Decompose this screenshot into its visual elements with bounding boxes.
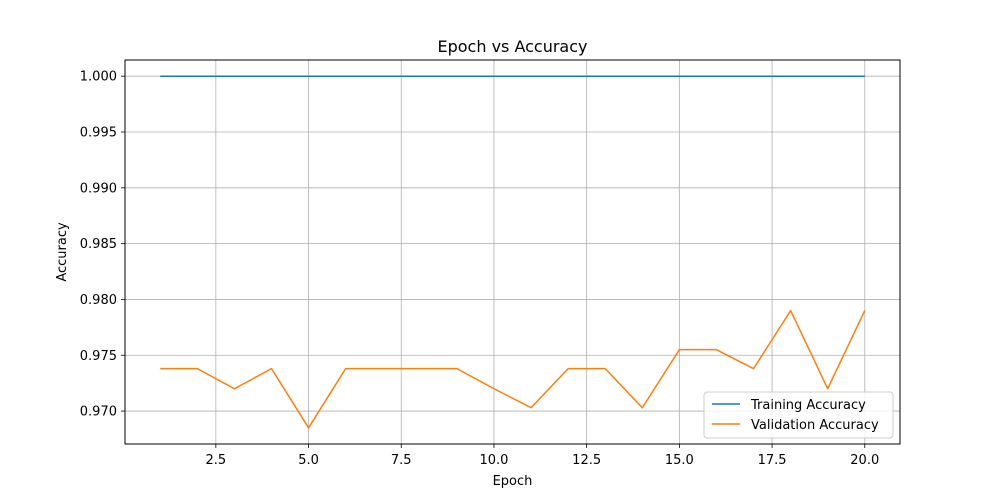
legend-label-training: Training Accuracy	[750, 398, 866, 413]
y-axis-label: Accuracy	[55, 222, 70, 282]
y-tick-label: 0.980	[80, 293, 117, 308]
legend: Training Accuracy Validation Accuracy	[703, 391, 894, 439]
plot-frame	[124, 59, 901, 445]
y-tick-label: 0.995	[80, 126, 117, 141]
x-tick-label: 20.0	[850, 453, 879, 468]
legend-label-validation: Validation Accuracy	[751, 418, 879, 433]
y-tick-label: 0.970	[80, 405, 117, 420]
x-tick-label: 5.0	[298, 453, 319, 468]
x-tick-label: 7.5	[391, 453, 412, 468]
x-tick-label: 17.5	[758, 453, 787, 468]
y-tick-label: 0.985	[80, 237, 117, 252]
x-tick-label: 12.5	[572, 453, 601, 468]
x-axis-label: Epoch	[493, 474, 533, 489]
tick-layer: 2.5 5.0 7.5 10.0 12.5 15.0 17.5 20.0 0.970 0.975 0…	[80, 70, 879, 468]
legend-box	[703, 391, 894, 439]
series-layer	[160, 75, 866, 429]
x-tick-label: 2.5	[206, 453, 227, 468]
series-line-validation	[160, 309, 866, 429]
x-tick-label: 15.0	[665, 453, 694, 468]
y-tick-label: 0.990	[80, 181, 117, 196]
chart-title: Epoch vs Accuracy	[437, 37, 587, 56]
y-tick-label: 0.975	[80, 349, 117, 364]
y-tick-label: 1.000	[80, 70, 117, 85]
x-tick-label: 10.0	[479, 453, 508, 468]
